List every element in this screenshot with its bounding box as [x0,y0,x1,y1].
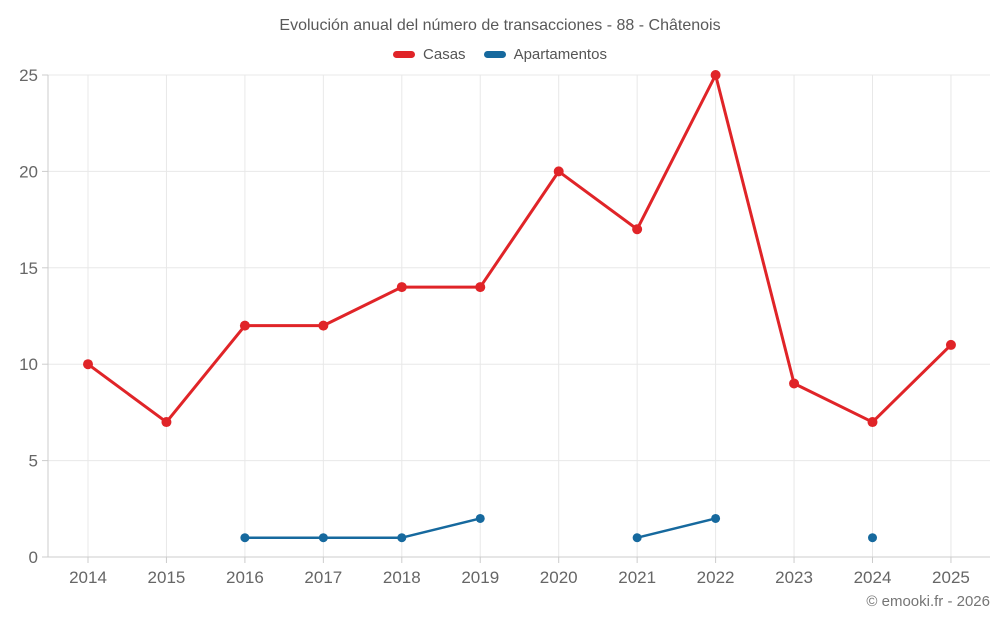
x-tick-label: 2017 [304,568,342,587]
casas-point-2022[interactable] [710,70,721,80]
x-tick-label: 2021 [618,568,656,587]
copyright-watermark: © emooki.fr - 2026 [866,593,990,610]
x-tick-label: 2015 [148,568,186,587]
legend-item-casas[interactable]: Casas [393,46,466,63]
x-tick-label: 2022 [697,568,735,587]
casas-point-2016[interactable] [239,320,250,331]
casas-point-2024[interactable] [867,417,878,428]
apartamentos-point-2016[interactable] [240,533,250,543]
chart-title: Evolución anual del número de transaccio… [279,17,721,34]
casas-point-2021[interactable] [632,224,643,235]
x-tick-label: 2018 [383,568,421,587]
apartamentos-point-2017[interactable] [318,533,328,543]
casas-point-2017[interactable] [318,320,329,331]
casas-point-2025[interactable] [945,339,956,350]
apartamentos-point-2018[interactable] [397,533,407,543]
legend-item-apartamentos[interactable]: Apartamentos [483,46,607,63]
casas-point-2023[interactable] [789,378,800,389]
apartamentos-point-2024[interactable] [868,533,877,543]
casas-point-2018[interactable] [396,282,407,293]
apartamentos-swatch-icon [483,51,506,58]
casas-point-2014[interactable] [83,359,93,370]
casas-point-2015[interactable] [161,417,172,428]
x-tick-label: 2023 [775,568,813,587]
apartamentos-point-2021[interactable] [632,533,642,543]
x-tick-label: 2014 [69,568,107,587]
y-tick-label: 0 [29,548,38,567]
legend-label-casas: Casas [423,46,466,63]
y-tick-label: 10 [19,355,38,374]
chart-legend: Casas Apartamentos [0,46,1000,63]
casas-point-2019[interactable] [475,282,486,293]
casas-point-2020[interactable] [553,166,564,177]
x-tick-label: 2024 [854,568,892,587]
casas-swatch-icon [393,51,416,58]
y-tick-label: 15 [19,259,38,278]
y-tick-label: 25 [19,66,38,85]
legend-label-apartamentos: Apartamentos [513,46,607,63]
x-tick-label: 2025 [932,568,970,587]
y-tick-label: 5 [29,452,38,471]
apartamentos-point-2022[interactable] [711,513,721,523]
apartamentos-line [243,517,482,539]
apartamentos-line [635,517,717,539]
apartamentos-point-2019[interactable] [475,513,485,523]
x-tick-label: 2020 [540,568,578,587]
x-tick-label: 2016 [226,568,264,587]
casas-line [86,73,953,424]
y-tick-label: 20 [19,162,38,181]
x-tick-label: 2019 [461,568,499,587]
